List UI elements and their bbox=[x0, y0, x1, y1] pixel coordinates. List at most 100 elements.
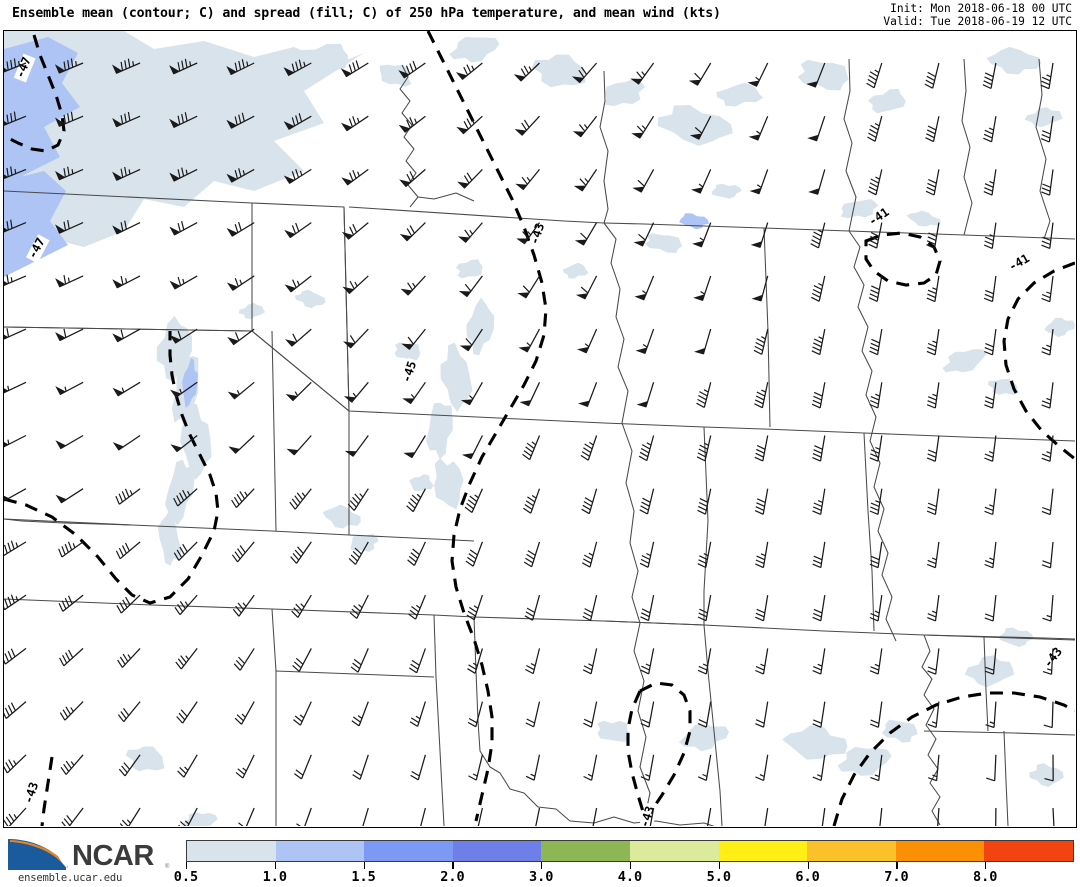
wind-barb bbox=[1041, 329, 1054, 356]
wind-barb bbox=[177, 754, 198, 778]
wind-barb bbox=[525, 701, 541, 728]
colorbar-label-8: 7.0 bbox=[884, 869, 909, 885]
wind-barb bbox=[1040, 62, 1054, 90]
wind-barb bbox=[926, 275, 940, 303]
wind-barb bbox=[284, 275, 312, 293]
wind-barb bbox=[112, 166, 141, 181]
spread-patch bbox=[294, 289, 326, 309]
wind-barb bbox=[283, 168, 312, 184]
colorbar-tick-0 bbox=[186, 862, 188, 869]
colorbar-label-9: 8.0 bbox=[972, 869, 998, 885]
ncar-logo[interactable]: NCAR ® ensemble.ucar.edu bbox=[4, 834, 174, 884]
spread-patch bbox=[196, 68, 254, 96]
colorbar-swatch-0 bbox=[187, 841, 276, 861]
wind-barb bbox=[1041, 382, 1054, 409]
spread-patch bbox=[679, 213, 710, 230]
wind-barb bbox=[869, 382, 883, 409]
wind-barb bbox=[806, 62, 826, 88]
wind-barb bbox=[518, 328, 541, 353]
wind-barb bbox=[635, 328, 655, 355]
spread-patch bbox=[350, 534, 379, 552]
wind-barb bbox=[341, 168, 369, 186]
wind-barb bbox=[58, 594, 84, 612]
wind-barb bbox=[61, 807, 84, 826]
wind-barb bbox=[169, 112, 198, 128]
wind-barb bbox=[231, 488, 255, 509]
wind-barb bbox=[290, 541, 312, 564]
contour-label-mask bbox=[25, 234, 50, 264]
wind-barb bbox=[812, 488, 826, 515]
wind-barb bbox=[4, 540, 27, 557]
wind-barb bbox=[4, 166, 27, 180]
wind-barb bbox=[112, 111, 141, 128]
wind-barb bbox=[286, 435, 312, 456]
wind-barb bbox=[995, 807, 997, 826]
wind-barb bbox=[755, 754, 769, 782]
map-panel[interactable]: -47 -47 -43 -45 -41 -41 -43 -43 -43 bbox=[3, 30, 1077, 828]
wind-barb bbox=[400, 275, 426, 296]
wind-barb bbox=[115, 488, 141, 505]
wind-barb bbox=[812, 541, 826, 569]
wind-barb bbox=[984, 488, 997, 516]
wind-barb bbox=[347, 488, 369, 511]
wind-barb bbox=[748, 115, 769, 141]
colorbar-tick-7 bbox=[807, 862, 809, 869]
colorbar-tick-4 bbox=[541, 862, 543, 869]
ncar-swoosh-icon: NCAR ® bbox=[8, 838, 170, 872]
spread-patch bbox=[797, 59, 849, 91]
contour-label-mask bbox=[865, 205, 895, 231]
wind-barb bbox=[227, 328, 255, 346]
wind-barb bbox=[634, 275, 655, 301]
contour-label-mask bbox=[13, 53, 36, 83]
colorbar-tick-2 bbox=[363, 862, 365, 869]
colorbar-label-6: 5.0 bbox=[706, 869, 731, 885]
wind-barb bbox=[694, 328, 712, 355]
wind-barb bbox=[408, 648, 426, 674]
spread-patch bbox=[986, 46, 1042, 75]
wind-barb bbox=[811, 275, 826, 302]
wind-barb bbox=[55, 488, 84, 504]
colorbar-tick-6 bbox=[718, 862, 720, 869]
wind-barb bbox=[812, 595, 826, 622]
wind-barb bbox=[808, 169, 826, 195]
wind-barb bbox=[169, 167, 198, 182]
spread-patch bbox=[840, 198, 879, 219]
wind-barb bbox=[112, 381, 141, 397]
spread-patch bbox=[466, 297, 495, 356]
wind-barb bbox=[340, 60, 369, 78]
wind-barb bbox=[869, 541, 883, 569]
wind-barb bbox=[1043, 701, 1054, 729]
wind-barb bbox=[467, 701, 484, 728]
wind-barb bbox=[578, 382, 598, 408]
map-canvas: -47-47-43-45-41-41-43-43-43 bbox=[4, 31, 1075, 826]
wind-barb bbox=[869, 595, 883, 622]
wind-barb bbox=[176, 701, 198, 724]
wind-barb bbox=[344, 435, 369, 457]
spread-patch bbox=[782, 725, 848, 760]
wind-barb bbox=[592, 807, 598, 826]
colorbar-bands[interactable] bbox=[186, 840, 1074, 862]
spread-patch bbox=[394, 342, 421, 361]
wind-barb bbox=[927, 754, 940, 782]
spread-fill-layer bbox=[4, 31, 1075, 826]
wind-barb bbox=[283, 113, 312, 130]
wind-barb bbox=[582, 541, 598, 568]
wind-barb bbox=[640, 754, 655, 781]
wind-barb bbox=[696, 382, 712, 409]
wind-barb bbox=[525, 648, 541, 675]
wind-barb bbox=[458, 275, 483, 298]
wind-barb bbox=[118, 754, 141, 777]
wind-barb bbox=[982, 62, 997, 90]
wind-barb bbox=[4, 219, 27, 233]
wind-barb bbox=[984, 648, 997, 675]
wind-barb bbox=[984, 595, 997, 622]
wind-barb bbox=[688, 62, 712, 86]
chart-header: Ensemble mean (contour; C) and spread (f… bbox=[0, 0, 1080, 30]
wind-barb bbox=[1040, 116, 1054, 143]
wind-barb bbox=[348, 541, 369, 565]
wind-barb bbox=[1041, 435, 1054, 462]
contour-label-mask bbox=[22, 778, 43, 808]
spread-patch bbox=[711, 183, 742, 199]
wind-barb bbox=[870, 754, 883, 782]
